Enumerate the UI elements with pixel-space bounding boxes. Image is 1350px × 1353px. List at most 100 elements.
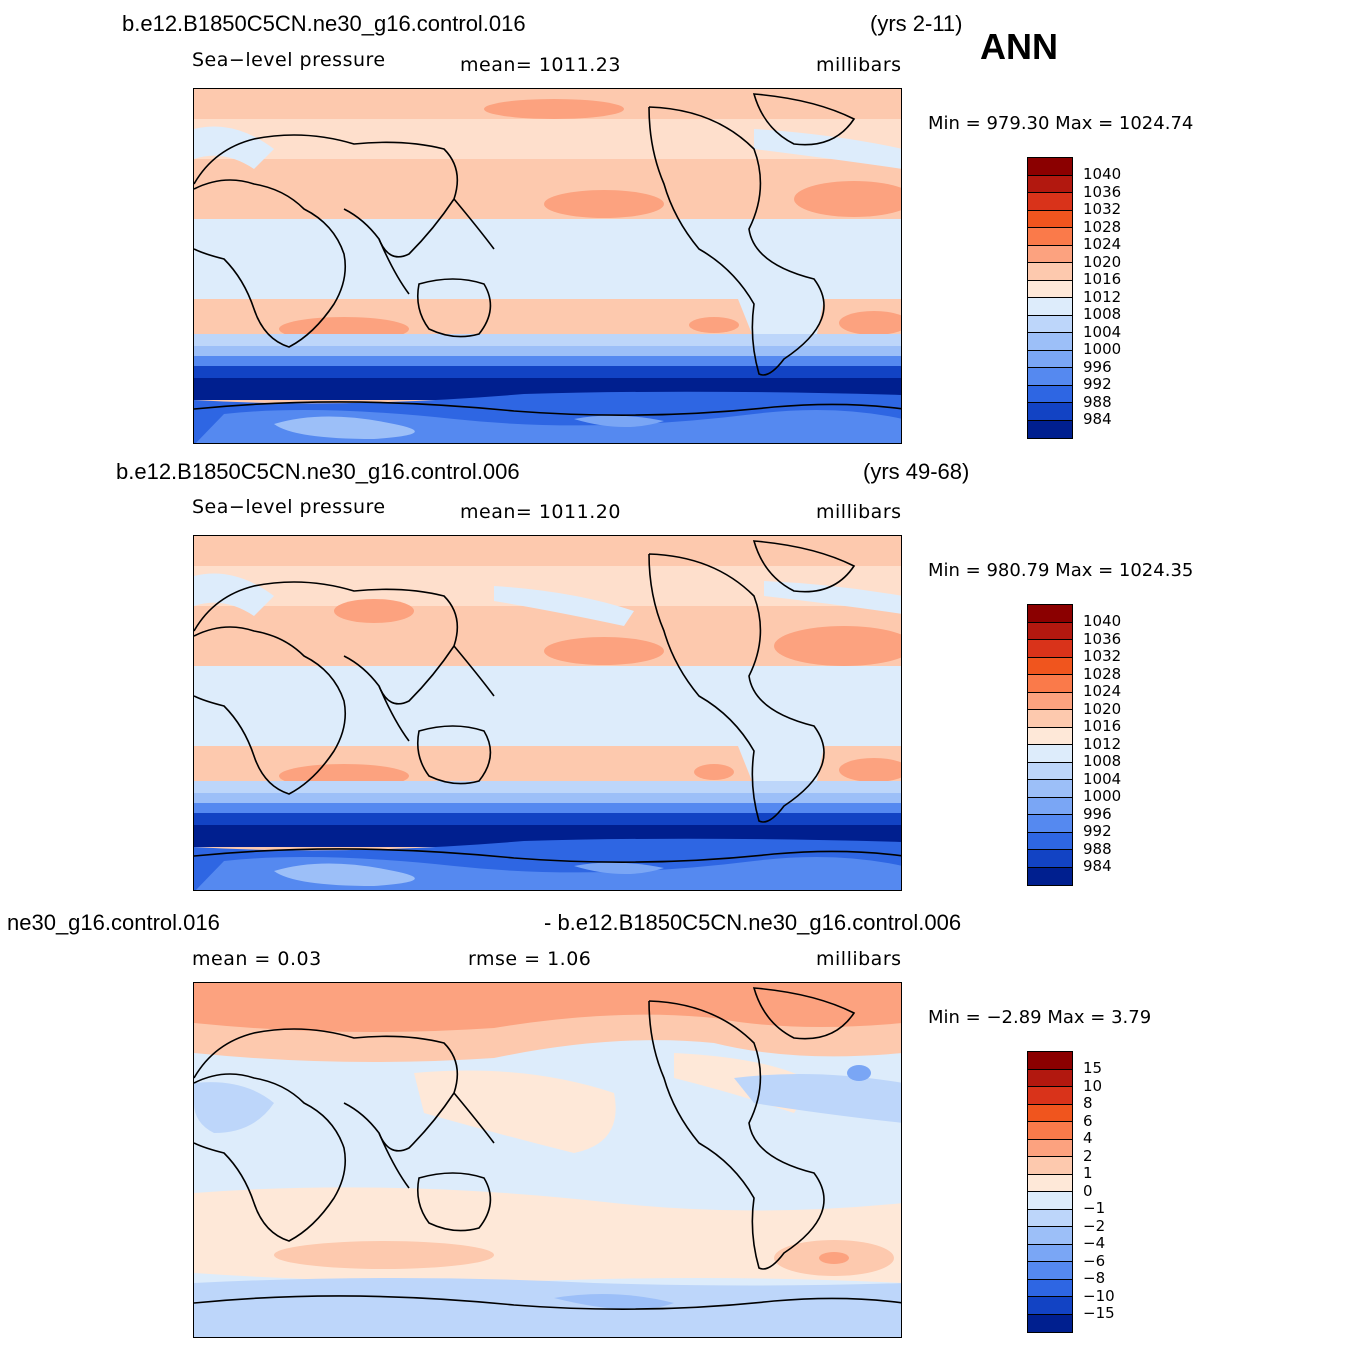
colorbar-cell — [1028, 158, 1072, 176]
colorbar-label: −15 — [1083, 1304, 1115, 1322]
colorbar-cell — [1028, 193, 1072, 211]
panel1-run-title: b.e12.B1850C5CN.ne30_g16.control.016 — [122, 11, 526, 36]
colorbar-label: 2 — [1083, 1146, 1093, 1165]
colorbar-label: 984 — [1083, 410, 1112, 428]
colorbar-cell — [1028, 640, 1072, 658]
colorbar-cell — [1028, 675, 1072, 693]
colorbar-cell — [1028, 350, 1072, 368]
colorbar-cell — [1028, 1052, 1072, 1070]
colorbar-cell — [1028, 1279, 1072, 1297]
colorbar-label: 1004 — [1083, 322, 1122, 341]
colorbar-cell — [1028, 797, 1072, 815]
colorbar-cell — [1028, 210, 1072, 228]
colorbar-cell — [1028, 622, 1072, 640]
panel1-variable-label: Sea−level pressure — [192, 49, 386, 71]
colorbar-label: 1028 — [1083, 664, 1122, 683]
colorbar-label: 1016 — [1083, 270, 1122, 288]
colorbar-label: 1040 — [1083, 165, 1122, 183]
panel1-colorbar — [1027, 157, 1073, 439]
colorbar-cell — [1028, 1227, 1072, 1245]
colorbar-label: −6 — [1083, 1251, 1106, 1270]
colorbar-cell — [1028, 1157, 1072, 1175]
colorbar-cell — [1028, 368, 1072, 386]
colorbar-cell — [1028, 727, 1072, 745]
panel2-variable-label: Sea−level pressure — [192, 496, 386, 518]
colorbar-cell — [1028, 1087, 1072, 1105]
panel2-colorbar — [1027, 604, 1073, 886]
panel3-units: millibars — [816, 948, 902, 970]
colorbar-label: 988 — [1083, 839, 1112, 858]
colorbar-cell — [1028, 1122, 1072, 1140]
colorbar-label: 1004 — [1083, 769, 1122, 788]
colorbar-cell — [1028, 692, 1072, 710]
colorbar-cell — [1028, 1069, 1072, 1087]
colorbar-label: 1024 — [1083, 682, 1122, 700]
colorbar-label: 992 — [1083, 375, 1112, 393]
panel2-years: (yrs 49-68) — [863, 459, 970, 484]
colorbar-label: 1000 — [1083, 340, 1122, 358]
panel3-rmse-label: rmse = 1.06 — [468, 948, 592, 970]
colorbar-cell — [1028, 1104, 1072, 1122]
colorbar-label: 1024 — [1083, 235, 1122, 253]
colorbar-label: 1028 — [1083, 217, 1122, 236]
colorbar-label: −4 — [1083, 1234, 1106, 1252]
panel3-mean-label: mean = 0.03 — [192, 948, 322, 970]
colorbar-cell — [1028, 420, 1072, 438]
colorbar-label: −1 — [1083, 1199, 1106, 1217]
colorbar-label: 10 — [1083, 1076, 1103, 1095]
colorbar-label: 15 — [1083, 1059, 1103, 1077]
colorbar-cell — [1028, 1139, 1072, 1157]
colorbar-label: 996 — [1083, 357, 1112, 376]
panel1-mean-label: mean= 1011.23 — [460, 54, 621, 76]
panel3-map-svg — [194, 983, 901, 1337]
panel1-map — [193, 88, 902, 444]
colorbar-cell — [1028, 1174, 1072, 1192]
season-label: ANN — [980, 26, 1058, 67]
colorbar-label: −2 — [1083, 1216, 1106, 1235]
colorbar-label: 0 — [1083, 1181, 1093, 1200]
colorbar-label: −10 — [1083, 1286, 1115, 1305]
colorbar-cell — [1028, 1192, 1072, 1210]
colorbar-cell — [1028, 762, 1072, 780]
colorbar-label: 988 — [1083, 392, 1112, 411]
colorbar-cell — [1028, 1244, 1072, 1262]
colorbar-cell — [1028, 263, 1072, 281]
colorbar-label: 1012 — [1083, 287, 1122, 306]
colorbar-cell — [1028, 832, 1072, 850]
panel2-map-svg — [194, 536, 901, 890]
colorbar-label: 996 — [1083, 804, 1112, 823]
colorbar-cell — [1028, 1262, 1072, 1280]
colorbar-cell — [1028, 1209, 1072, 1227]
colorbar-label: 1008 — [1083, 305, 1122, 323]
colorbar-label: 1000 — [1083, 787, 1122, 805]
colorbar-cell — [1028, 1297, 1072, 1315]
panel3-run-title-left: ne30_g16.control.016 — [7, 910, 220, 935]
colorbar-cell — [1028, 745, 1072, 763]
colorbar-label: −8 — [1083, 1269, 1106, 1287]
panel1-map-svg — [194, 89, 901, 443]
colorbar-cell — [1028, 657, 1072, 675]
colorbar-cell — [1028, 815, 1072, 833]
panel3-map — [193, 982, 902, 1338]
panel2-map — [193, 535, 902, 891]
colorbar-cell — [1028, 867, 1072, 885]
colorbar-cell — [1028, 280, 1072, 298]
colorbar-cell — [1028, 780, 1072, 798]
colorbar-cell — [1028, 228, 1072, 246]
colorbar-label: 984 — [1083, 857, 1112, 875]
colorbar-label: 1036 — [1083, 629, 1122, 648]
colorbar-label: 1032 — [1083, 647, 1122, 665]
colorbar-cell — [1028, 710, 1072, 728]
colorbar-label: 1036 — [1083, 182, 1122, 201]
colorbar-label: 1016 — [1083, 717, 1122, 735]
colorbar-label: 8 — [1083, 1094, 1093, 1112]
colorbar-label: 1008 — [1083, 752, 1122, 770]
colorbar-label: 4 — [1083, 1129, 1093, 1147]
colorbar-label: 1032 — [1083, 200, 1122, 218]
colorbar-cell — [1028, 605, 1072, 623]
colorbar-cell — [1028, 1314, 1072, 1332]
colorbar-cell — [1028, 850, 1072, 868]
colorbar-cell — [1028, 175, 1072, 193]
panel2-minmax: Min = 980.79 Max = 1024.35 — [928, 560, 1194, 581]
colorbar-label: 992 — [1083, 822, 1112, 840]
